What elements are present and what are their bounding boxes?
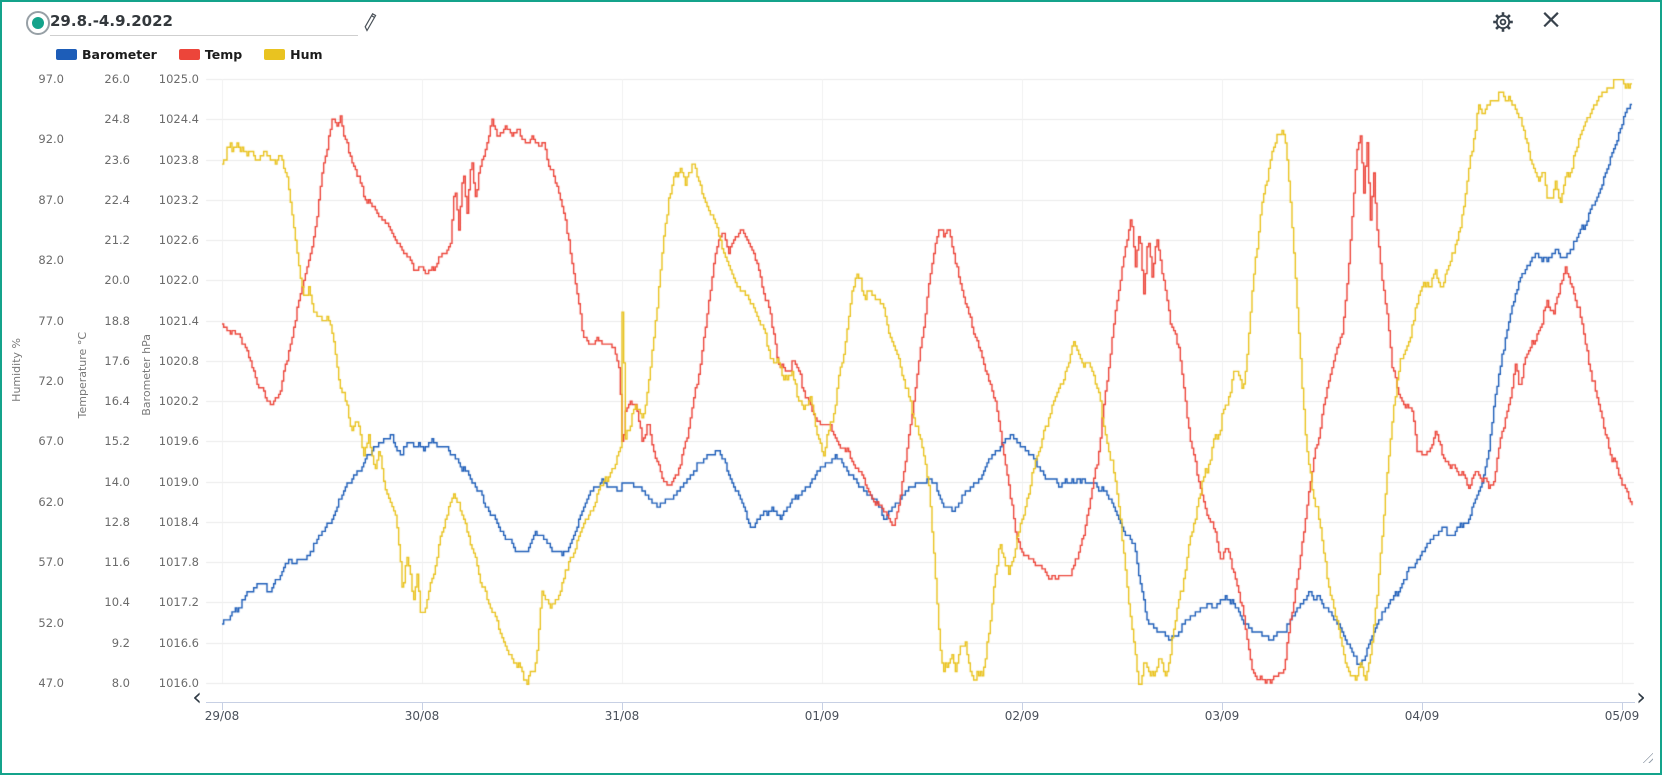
x-axis-date-label: 01/09 — [804, 709, 840, 723]
prev-page-chevron-icon[interactable]: ‹ — [192, 683, 202, 711]
x-axis-date-label: 03/09 — [1204, 709, 1240, 723]
x-axis-date-label: 04/09 — [1404, 709, 1440, 723]
x-axis-date-label: 30/08 — [404, 709, 440, 723]
x-axis-tick — [1622, 702, 1623, 710]
x-axis-date-label: 31/08 — [604, 709, 640, 723]
x-axis-date-label: 02/09 — [1004, 709, 1040, 723]
x-axis-tick — [622, 702, 623, 710]
x-axis-line — [206, 702, 1635, 703]
next-page-chevron-icon[interactable]: › — [1636, 683, 1646, 711]
x-axis-tick — [1222, 702, 1223, 710]
x-axis-date-label: 29/08 — [204, 709, 240, 723]
x-axis-date-label: 05/09 — [1604, 709, 1640, 723]
x-axis-tick — [222, 702, 223, 710]
x-axis-tick — [1022, 702, 1023, 710]
x-axis-tick — [822, 702, 823, 710]
x-axis-tick — [422, 702, 423, 710]
x-axis-tick — [1422, 702, 1423, 710]
